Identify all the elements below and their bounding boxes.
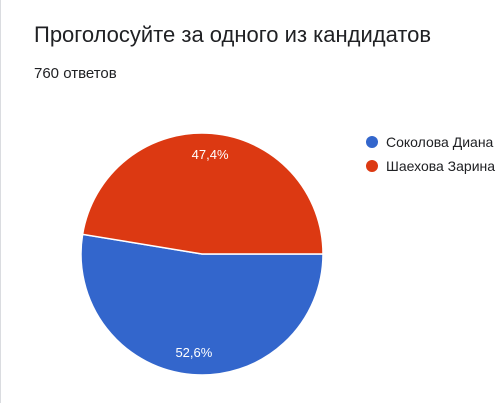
legend-item-shaekhova[interactable]: Шаехова Зарина: [366, 154, 495, 178]
legend-label-sokolova: Соколова Диана: [386, 134, 494, 150]
pie-slice-sokolova[interactable]: [80, 233, 324, 376]
chart-legend: Соколова Диана Шаехова Зарина: [366, 130, 495, 178]
legend-swatch-sokolova: [366, 136, 378, 148]
slice-label-sokolova: 52,6%: [175, 345, 212, 360]
response-count: 760 ответов: [34, 65, 117, 82]
slice-label-shaekhova: 47,4%: [192, 147, 229, 162]
legend-swatch-shaekhova: [366, 160, 378, 172]
pie-slice-shaekhova[interactable]: [81, 132, 324, 255]
card-left-border: [0, 0, 1, 403]
legend-item-sokolova[interactable]: Соколова Диана: [366, 130, 495, 154]
legend-label-shaekhova: Шаехова Зарина: [386, 158, 496, 174]
question-title: Проголосуйте за одного из кандидатов: [34, 22, 432, 47]
